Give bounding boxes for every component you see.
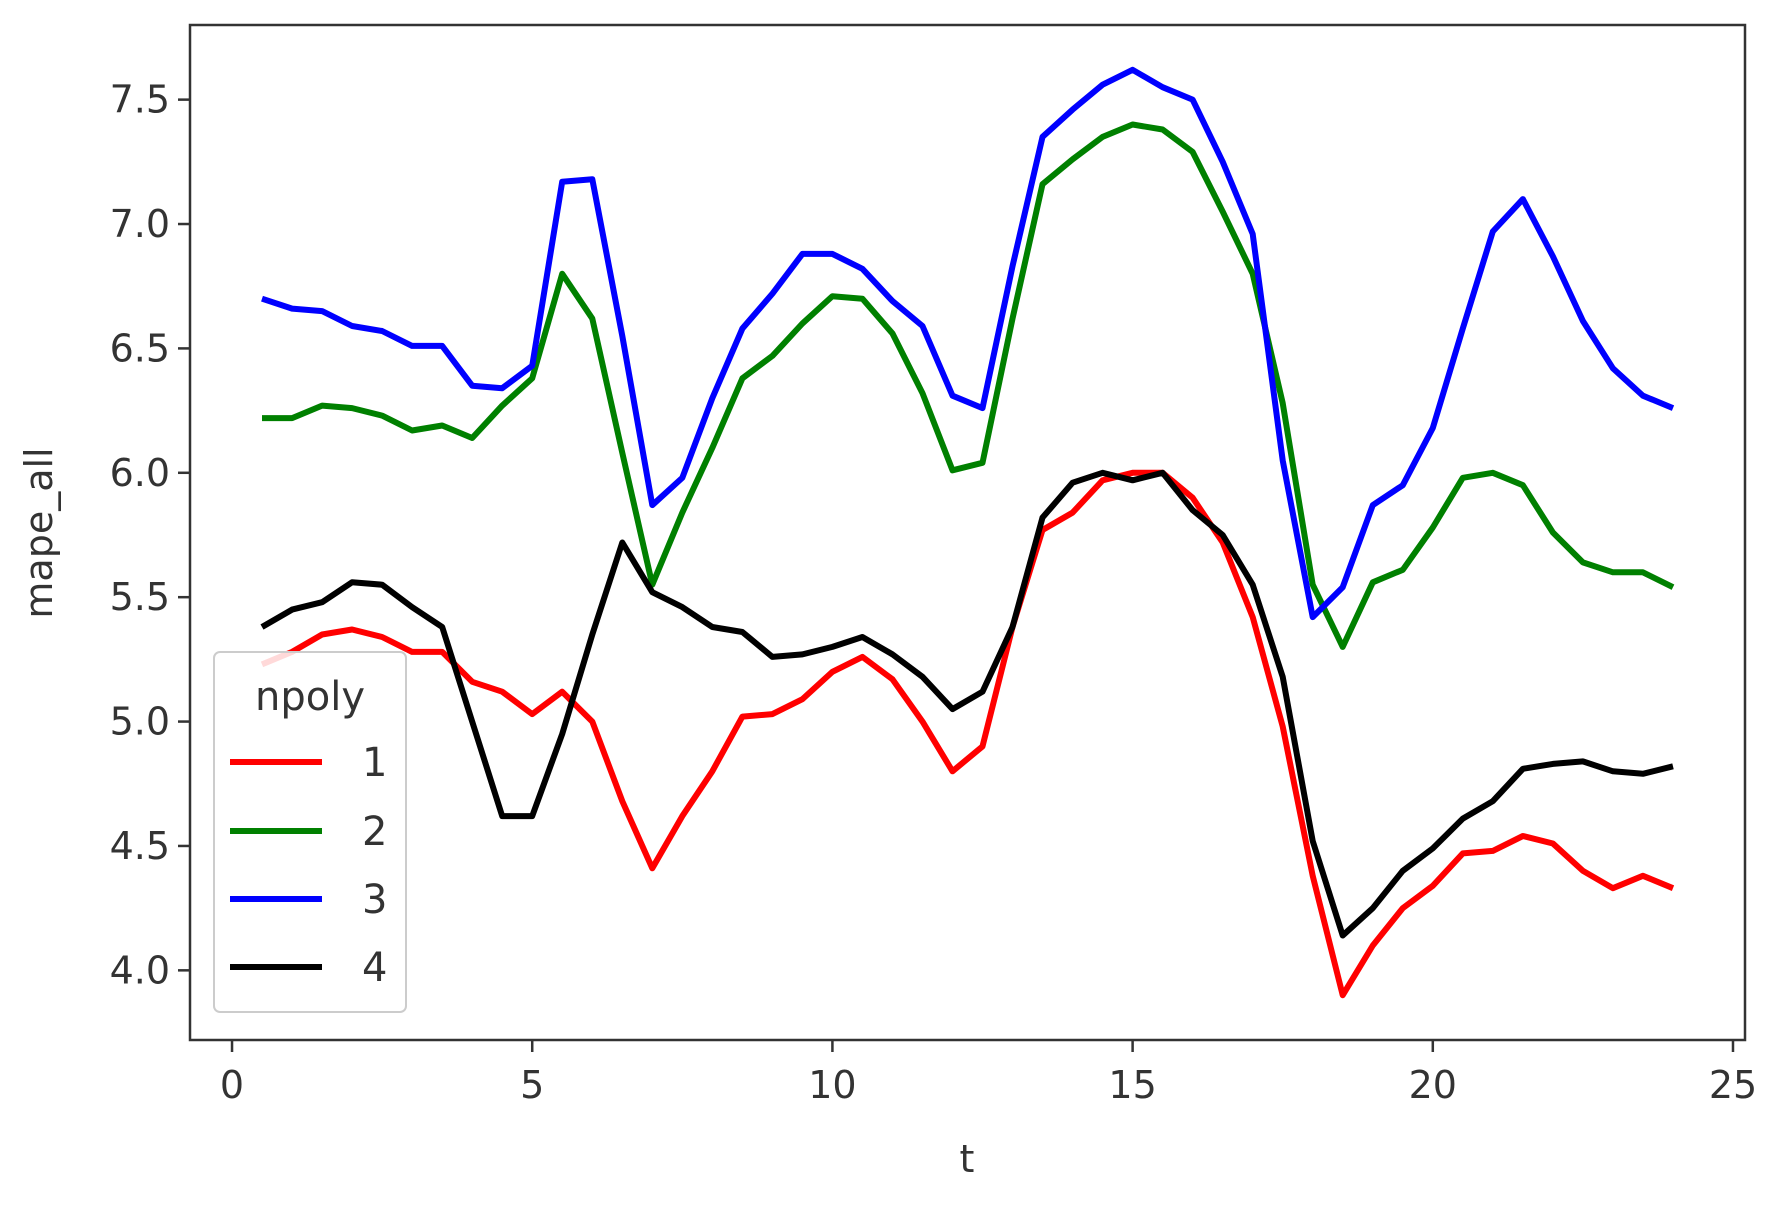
y-tick-label: 5.0 [110, 700, 170, 744]
legend: npoly 1 2 3 4 [213, 651, 407, 1013]
legend-label-3: 3 [362, 877, 387, 923]
series-line-4 [260, 469, 1674, 939]
series-line-1 [260, 469, 1675, 999]
legend-label-4: 4 [362, 945, 387, 991]
x-tick-label: 10 [808, 1063, 856, 1107]
y-tick-label: 6.0 [110, 451, 170, 495]
y-tick-label: 6.5 [110, 326, 170, 370]
y-tick-label: 7.5 [110, 78, 170, 122]
y-tick-label: 7.0 [110, 202, 170, 246]
y-tick-label: 5.5 [110, 575, 170, 619]
series-layer [260, 66, 1675, 999]
legend-entry: 3 [230, 877, 387, 923]
y-axis-label: mape_all [17, 447, 61, 618]
tick-layer: 0 5 10 15 20 25 4.0 4.5 5.0 5.5 6.0 6.5 7.0 7.5 [110, 78, 1758, 1107]
x-tick-label: 15 [1108, 1063, 1156, 1107]
y-tick-label: 4.0 [110, 948, 170, 992]
x-tick-label: 0 [220, 1063, 244, 1107]
plot-frame [188, 23, 1747, 1042]
x-tick-label: 20 [1409, 1063, 1457, 1107]
legend-label-2: 2 [362, 809, 387, 855]
legend-entry: 1 [230, 740, 387, 786]
y-tick-label: 4.5 [110, 824, 170, 868]
legend-title: npoly [255, 674, 365, 720]
legend-entry: 4 [230, 945, 387, 991]
x-axis-label: t [960, 1137, 975, 1181]
legend-entry: 2 [230, 809, 387, 855]
x-tick-label: 5 [520, 1063, 544, 1107]
series-line-3 [261, 66, 1675, 621]
legend-label-1: 1 [362, 740, 387, 786]
series-line-2 [262, 121, 1675, 650]
x-tick-label: 25 [1709, 1063, 1757, 1107]
